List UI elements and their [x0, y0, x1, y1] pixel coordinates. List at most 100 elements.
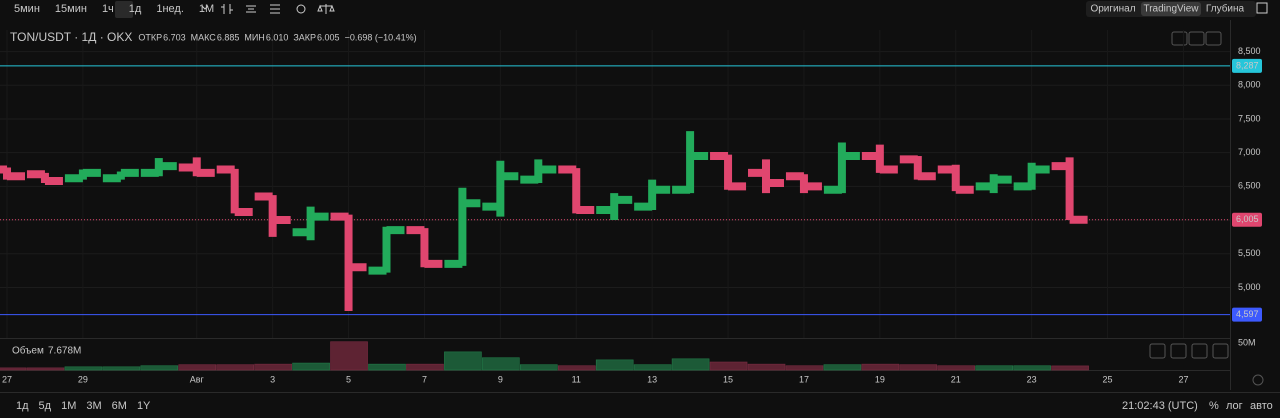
settings-icon[interactable]	[1252, 374, 1264, 386]
x-tick-label: 21	[951, 374, 961, 384]
volume-bar	[368, 363, 406, 371]
fullscreen-icon[interactable]	[1256, 2, 1268, 14]
volume-bar	[823, 364, 862, 371]
volume-axis-label: 50M	[1238, 337, 1256, 347]
dropdown-icon[interactable]	[201, 5, 209, 10]
x-tick-label: 25	[1103, 374, 1113, 384]
interval-button[interactable]: 1д	[129, 3, 142, 15]
range-button[interactable]: 6М	[112, 400, 127, 412]
volume-bar	[633, 364, 672, 371]
price-label-box	[1232, 307, 1262, 322]
legend-high: 6.885	[217, 32, 240, 42]
bars-icon[interactable]	[221, 4, 233, 14]
volume-pane	[0, 341, 1089, 371]
x-tick-label: 17	[799, 374, 809, 384]
x-tick-label: Авг	[190, 374, 205, 384]
compare-icon[interactable]	[317, 4, 335, 14]
x-tick-label: 23	[1027, 374, 1037, 384]
interval-button[interactable]: 15мин	[55, 3, 87, 15]
y-tick-label: 6,500	[1238, 181, 1261, 191]
volume-bar	[519, 364, 558, 371]
range-button[interactable]: 5д	[39, 400, 52, 412]
volume-bar	[0, 367, 27, 371]
volume-bar	[1013, 365, 1051, 371]
settings-icon[interactable]	[296, 4, 306, 14]
y-tick-label: 8,500	[1238, 46, 1261, 56]
volume-bar	[747, 363, 786, 371]
y-tick-label: 5,000	[1238, 282, 1261, 292]
x-tick-label: 3	[270, 374, 275, 384]
list-icon[interactable]	[270, 4, 280, 14]
x-tick-label: 7	[422, 374, 427, 384]
clock: 21:02:43 (UTC)	[1122, 400, 1198, 412]
volume-bar	[709, 361, 748, 371]
volume-bar	[292, 362, 330, 371]
view-active	[1141, 2, 1201, 16]
price-label-box	[1232, 58, 1262, 73]
y-tick-label: 8,000	[1238, 80, 1261, 90]
volume-bar	[785, 365, 824, 371]
button[interactable]	[1205, 31, 1222, 46]
interval-button[interactable]: 5мин	[14, 3, 40, 15]
volume-bar	[26, 367, 65, 371]
labels: 5мин 15мин 1ч 1д 1нед. 1М Оригинал TradingView Г…	[2, 3, 1273, 412]
volume-bar	[330, 341, 368, 371]
range-button[interactable]: 3М	[86, 400, 101, 412]
volume-bar	[557, 365, 596, 371]
volume-bar	[102, 366, 141, 371]
volume-bar	[861, 363, 900, 371]
button[interactable]	[1170, 343, 1187, 359]
price-label-box	[1232, 212, 1262, 227]
x-tick-label: 9	[498, 374, 503, 384]
legend-change: −0.698 (−10.41%)	[345, 32, 417, 42]
y-tick-label: 7,000	[1238, 147, 1261, 157]
range-button[interactable]: 1Y	[137, 400, 151, 412]
log-toggle[interactable]: лог	[1226, 400, 1243, 412]
x-tick-label: 5	[346, 374, 351, 384]
interval-button[interactable]: 1ч	[102, 3, 114, 15]
x-tick-label: 19	[875, 374, 885, 384]
volume-bar	[254, 363, 292, 371]
toolbar-icons	[201, 4, 335, 14]
view-button[interactable]: TradingView	[1143, 4, 1199, 15]
volume-bar	[178, 364, 217, 371]
volume-bar	[595, 359, 634, 371]
range-button[interactable]: 1М	[61, 400, 76, 412]
button[interactable]	[1149, 343, 1166, 359]
interval-button[interactable]: 1М	[199, 3, 214, 15]
legend-symbol: TON/USDT · 1Д · OKX	[10, 30, 132, 44]
legend-open-label: ОТКР	[138, 32, 162, 42]
header-buttons	[1149, 31, 1264, 386]
button[interactable]	[1191, 343, 1208, 359]
x-tick-label: 27	[2, 374, 12, 384]
legend-open: 6.703	[163, 32, 186, 42]
view-button[interactable]: Глубина	[1206, 3, 1245, 15]
legend-low: 6.010	[266, 32, 289, 42]
volume-label: Объем	[12, 345, 44, 357]
volume-bar	[140, 365, 179, 371]
view-button[interactable]: Оригинал	[1090, 4, 1135, 15]
x-tick-label: 13	[647, 374, 657, 384]
x-tick-label: 15	[723, 374, 733, 384]
interval-button[interactable]: 1нед.	[156, 3, 184, 15]
volume-bar	[482, 357, 520, 371]
volume-bar	[64, 366, 103, 371]
range-button[interactable]: 1д	[16, 400, 29, 412]
volume-bar	[899, 364, 938, 371]
volume-bar	[671, 358, 710, 371]
legend-high-label: МАКС	[191, 32, 217, 42]
volume-bar	[1051, 365, 1089, 371]
price-pane	[0, 30, 1230, 338]
y-tick-label: 7,500	[1238, 113, 1261, 123]
indicator-icon[interactable]	[246, 5, 256, 13]
percent-toggle[interactable]: %	[1209, 400, 1219, 412]
interval-active	[115, 1, 133, 18]
price-label: 4,597	[1236, 309, 1259, 319]
auto-toggle[interactable]: авто	[1250, 400, 1273, 412]
legend-close-label: ЗАКР	[293, 32, 316, 42]
x-tick-label: 11	[572, 374, 581, 384]
button[interactable]	[1212, 343, 1229, 359]
button[interactable]	[1188, 31, 1205, 46]
button[interactable]	[1171, 31, 1188, 46]
